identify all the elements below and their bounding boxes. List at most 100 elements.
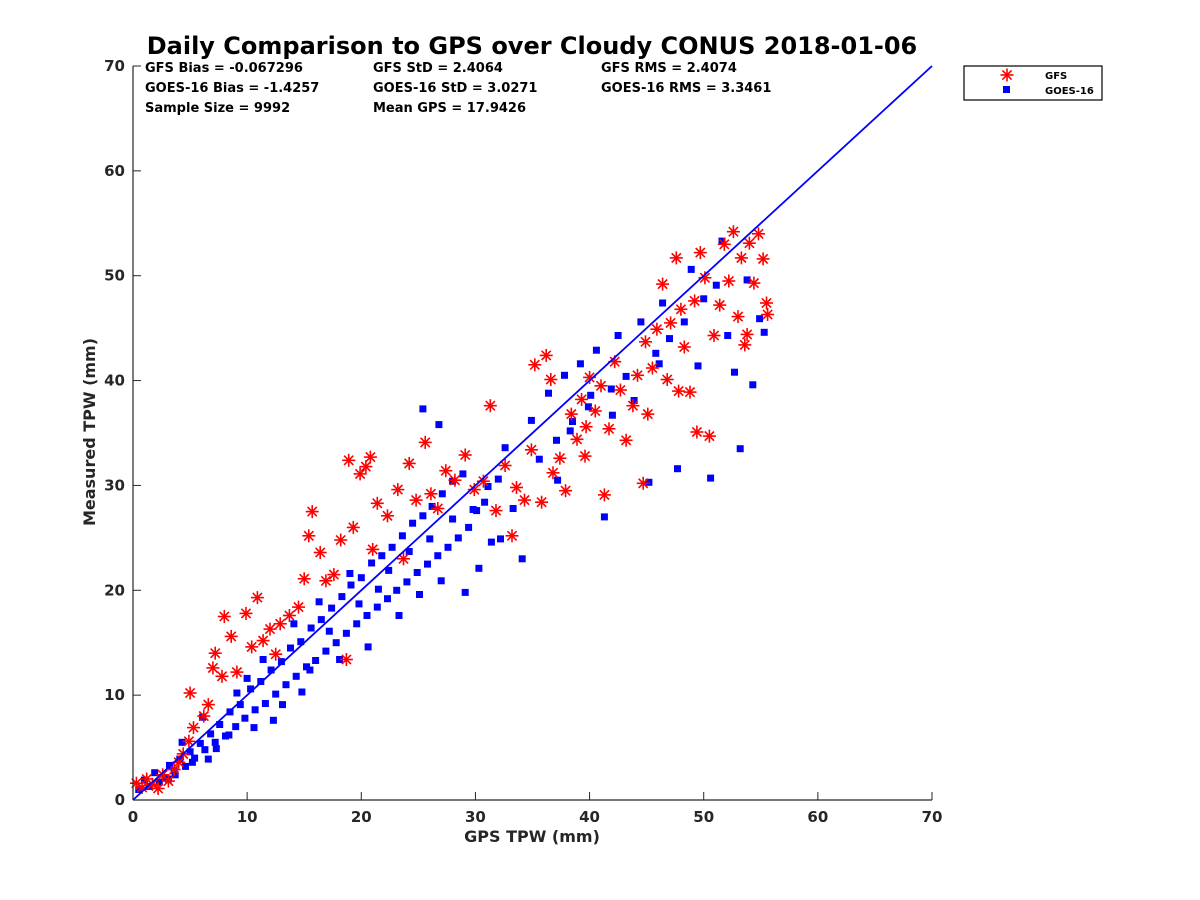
series-gfs (129, 225, 775, 795)
goes16-point (368, 559, 376, 567)
goes16-point (481, 498, 489, 506)
legend: GFS GOES-16 (963, 65, 1103, 101)
goes16-point (325, 627, 333, 635)
gfs-point (498, 459, 512, 472)
gfs-point (256, 634, 270, 648)
goes16-point (743, 276, 751, 284)
gfs-point (578, 449, 592, 463)
goes16-point (243, 674, 251, 682)
x-tick-label: 60 (807, 808, 828, 826)
x-tick-label: 40 (579, 808, 600, 826)
goes16-point (388, 543, 396, 551)
gfs-point (483, 399, 497, 413)
goes16-point (332, 639, 340, 647)
gfs-point (327, 568, 341, 582)
goes16-point (465, 523, 473, 531)
goes16-point (652, 349, 660, 357)
stats-block: GFS Bias = -0.067296 GFS StD = 2.4064 GF… (145, 61, 771, 116)
goes16-point (444, 543, 452, 551)
gfs-point (747, 276, 761, 290)
gfs-point (439, 464, 453, 478)
goes16-point (178, 738, 186, 746)
goes16-point (461, 588, 469, 596)
goes16-point (204, 755, 212, 763)
gfs-point (424, 487, 438, 501)
goes16-point (207, 730, 215, 738)
goes16-point (171, 771, 179, 779)
goes16-point (374, 585, 382, 593)
goes16-point (403, 578, 411, 586)
goes16-point (233, 689, 241, 697)
gfs-point (353, 467, 367, 481)
gfs-point (761, 308, 775, 321)
goes16-point (584, 403, 592, 411)
goes16-point (592, 346, 600, 354)
stat-sample-size: Sample Size = 9992 (145, 101, 290, 116)
goes16-point (749, 381, 757, 389)
goes16-point (357, 574, 365, 582)
goes16-point (484, 483, 492, 490)
goes16-point (225, 731, 233, 739)
gfs-point (224, 629, 238, 643)
goes16-point (338, 593, 346, 601)
y-tick-label: 20 (104, 581, 125, 599)
goes16-point (454, 534, 462, 542)
gfs-point (167, 763, 181, 777)
gfs-point (669, 251, 683, 265)
goes16-point (317, 616, 325, 624)
goes16-point (607, 385, 615, 393)
goes16-point (364, 643, 372, 651)
goes16-point (707, 474, 715, 482)
goes16-point (347, 581, 355, 589)
gfs-point (370, 496, 384, 510)
gfs-point (359, 460, 373, 474)
goes16-point (312, 657, 320, 664)
goes16-point (298, 688, 306, 696)
goes16-point (336, 656, 344, 663)
goes16-point (306, 666, 314, 674)
gfs-point (760, 296, 773, 310)
stat-goes16-std: GOES-16 StD = 3.0271 (373, 81, 537, 96)
goes16-point (569, 418, 576, 425)
y-tick-label: 50 (104, 267, 125, 285)
gfs-point (731, 310, 745, 324)
goes16-point (600, 513, 608, 521)
goes16-point (724, 332, 732, 339)
goes16-point (236, 701, 244, 709)
gfs-point (613, 383, 627, 397)
goes16-point (259, 656, 267, 663)
stat-gfs-std: GFS StD = 2.4064 (373, 61, 503, 76)
goes16-point (473, 507, 481, 515)
gfs-point (448, 473, 462, 487)
gfs-point (313, 546, 327, 559)
gfs-point (269, 647, 283, 661)
goes16-point (409, 519, 417, 527)
gfs-point (641, 407, 655, 421)
stat-mean-gps: Mean GPS = 17.9426 (373, 101, 526, 116)
goes16-point (694, 362, 702, 370)
gfs-point (639, 335, 652, 349)
gfs-point (250, 591, 264, 605)
gfs-point (363, 450, 377, 464)
gfs-point (553, 451, 567, 465)
gfs-point (539, 348, 553, 362)
gfs-point (559, 484, 573, 498)
gfs-point (339, 653, 353, 666)
gfs-point (575, 392, 589, 406)
x-axis-label: GPS TPW (mm) (464, 827, 600, 846)
goes16-point (393, 586, 401, 594)
gfs-point (418, 435, 432, 449)
goes16-point (687, 265, 695, 273)
goes16-point (287, 644, 294, 652)
goes16-point (241, 714, 249, 722)
x-tick-label: 0 (128, 808, 138, 826)
goes16-point (269, 716, 277, 724)
gfs-point (594, 379, 608, 393)
goes16-point (438, 490, 446, 498)
gfs-point (282, 609, 296, 622)
gfs-point (645, 361, 659, 375)
goes16-point (279, 701, 286, 709)
goes16-point (201, 746, 209, 754)
series-goes16 (135, 237, 768, 793)
